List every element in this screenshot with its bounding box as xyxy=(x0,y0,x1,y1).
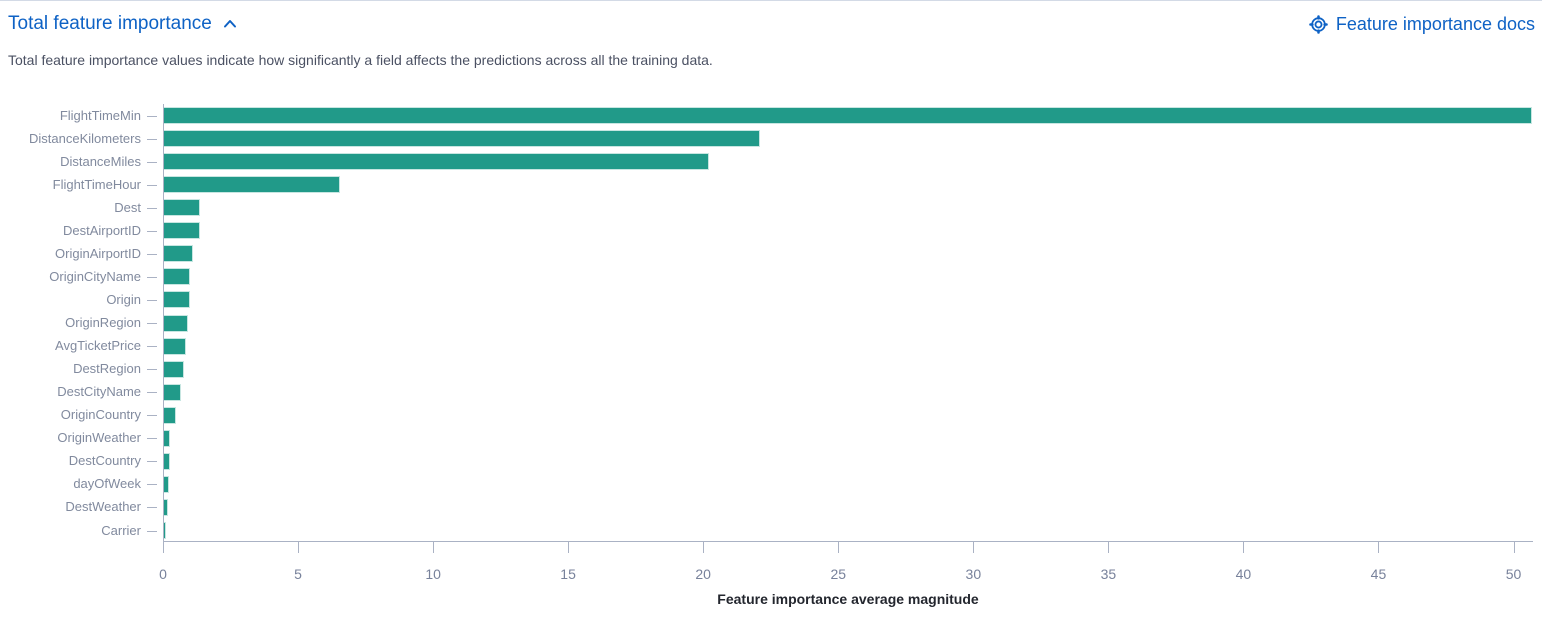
y-tick-mark xyxy=(147,530,157,532)
bar[interactable] xyxy=(164,245,194,263)
x-tick-label: 5 xyxy=(294,566,302,582)
x-tick-mark xyxy=(838,542,840,553)
feature-importance-docs-link[interactable]: Feature importance docs xyxy=(1309,14,1535,35)
y-axis-label: OriginWeather xyxy=(57,430,141,446)
y-axis-label: AvgTicketPrice xyxy=(55,338,141,354)
y-axis-label: DestRegion xyxy=(73,361,141,377)
y-axis-label: DestWeather xyxy=(65,499,141,515)
x-tick-label: 0 xyxy=(159,566,167,582)
y-axis-label: DistanceKilometers xyxy=(29,130,141,146)
y-tick-mark xyxy=(147,299,157,301)
x-tick-label: 30 xyxy=(965,566,982,582)
x-tick-label: 50 xyxy=(1505,566,1522,582)
bar[interactable] xyxy=(164,314,188,332)
y-tick-mark xyxy=(147,484,157,486)
chevron-up-icon xyxy=(222,16,238,32)
bar[interactable] xyxy=(164,337,187,355)
y-tick-mark xyxy=(147,276,157,278)
x-tick-mark xyxy=(1513,542,1515,553)
x-tick-mark xyxy=(1108,542,1110,553)
y-axis-label: OriginCityName xyxy=(49,268,141,284)
y-axis-label: Dest xyxy=(114,199,141,215)
y-tick-mark xyxy=(147,415,157,417)
x-tick-label: 10 xyxy=(425,566,441,582)
y-tick-mark xyxy=(147,253,157,255)
section-title: Total feature importance xyxy=(8,13,212,34)
x-tick-mark xyxy=(1243,542,1245,553)
y-tick-mark xyxy=(147,392,157,394)
y-axis-label: dayOfWeek xyxy=(73,476,141,492)
x-tick-label: 15 xyxy=(560,566,576,582)
y-axis-label: Origin xyxy=(106,291,141,307)
y-tick-mark xyxy=(147,507,157,509)
x-axis: Feature importance average magnitude 0 5 1… xyxy=(159,542,1533,619)
bar[interactable] xyxy=(164,522,166,539)
y-tick-mark xyxy=(147,230,157,232)
x-tick-label: 40 xyxy=(1235,566,1252,582)
plot-area xyxy=(163,104,1533,542)
y-tick-mark xyxy=(147,323,157,324)
y-axis-label: DistanceMiles xyxy=(60,153,141,169)
bar[interactable] xyxy=(164,452,170,470)
y-tick-mark xyxy=(147,138,157,140)
bar[interactable] xyxy=(164,360,184,378)
x-tick-label: 25 xyxy=(830,566,847,582)
y-tick-mark xyxy=(147,207,157,209)
bar[interactable] xyxy=(164,268,191,286)
bar[interactable] xyxy=(164,383,181,401)
y-tick-mark xyxy=(147,115,157,117)
x-tick-label: 20 xyxy=(695,566,711,582)
x-tick-mark xyxy=(973,542,975,553)
bar[interactable] xyxy=(164,429,170,447)
y-axis-label: FlightTimeMin xyxy=(59,107,141,123)
x-tick-mark xyxy=(568,542,570,553)
feature-importance-chart: FlightTimeMin DistanceKilometers DistanceM… xyxy=(0,104,1542,619)
x-tick-mark xyxy=(703,542,705,553)
bar[interactable] xyxy=(164,475,170,493)
total-feature-importance-toggle[interactable]: Total feature importance xyxy=(8,13,238,35)
y-axis-label: FlightTimeHour xyxy=(52,176,141,192)
bar[interactable] xyxy=(164,130,761,148)
y-axis-label: OriginAirportID xyxy=(55,245,141,261)
y-axis-label: OriginCountry xyxy=(60,407,141,423)
bar[interactable] xyxy=(164,107,1533,124)
y-axis-label: DestAirportID xyxy=(62,222,141,238)
y-axis-label: DestCityName xyxy=(57,384,141,400)
docs-link-label: Feature importance docs xyxy=(1335,14,1535,34)
x-tick-mark xyxy=(433,542,435,553)
x-tick-label: 45 xyxy=(1370,566,1387,582)
bar[interactable] xyxy=(164,153,710,171)
y-tick-mark xyxy=(147,161,157,163)
x-tick-mark xyxy=(163,542,164,553)
y-tick-mark xyxy=(147,184,157,186)
bar[interactable] xyxy=(164,406,177,424)
y-tick-mark xyxy=(147,461,157,463)
y-tick-mark xyxy=(147,438,157,440)
bar[interactable] xyxy=(164,199,201,217)
x-tick-mark xyxy=(1378,542,1380,553)
y-axis: FlightTimeMin DistanceKilometers DistanceM… xyxy=(0,104,163,542)
y-axis-label: OriginRegion xyxy=(65,315,141,330)
x-axis-title: Feature importance average magnitude xyxy=(717,591,979,607)
x-tick-mark xyxy=(298,542,300,553)
bar[interactable] xyxy=(164,222,200,240)
y-axis-label: DestCountry xyxy=(68,453,141,469)
bar[interactable] xyxy=(164,291,190,309)
y-tick-mark xyxy=(147,369,157,371)
bar[interactable] xyxy=(164,176,340,194)
bar[interactable] xyxy=(164,498,169,516)
x-tick-label: 35 xyxy=(1100,566,1117,582)
y-axis-label: Carrier xyxy=(101,522,141,538)
section-description: Total feature importance values indicate… xyxy=(8,52,713,68)
life-buoy-documentation-icon xyxy=(1309,15,1328,34)
y-tick-mark xyxy=(147,346,157,348)
